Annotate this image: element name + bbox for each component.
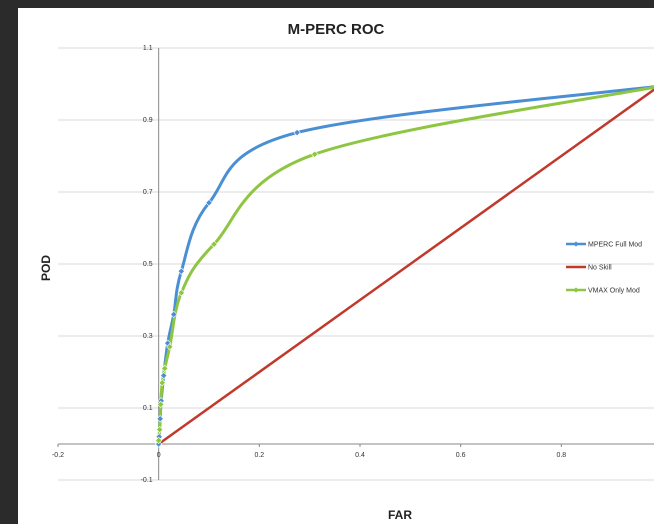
series-line-1 bbox=[157, 88, 654, 446]
y-axis-title: POD bbox=[39, 255, 53, 281]
data-point-marker bbox=[158, 379, 166, 387]
series-line-2 bbox=[157, 85, 654, 442]
legend-marker bbox=[573, 287, 579, 293]
y-tick-label: 0.7 bbox=[143, 189, 153, 196]
x-axis-title: FAR bbox=[388, 508, 412, 522]
y-tick-label: 0.9 bbox=[143, 117, 153, 124]
chart-panel bbox=[18, 8, 654, 524]
y-tick-label: 0.3 bbox=[143, 333, 153, 340]
y-tick-label: 0.1 bbox=[143, 405, 153, 412]
data-point-marker bbox=[210, 240, 218, 248]
x-tick-label: 0.2 bbox=[254, 452, 264, 459]
data-point-marker bbox=[177, 267, 185, 275]
data-point-marker bbox=[161, 364, 169, 373]
series-markers bbox=[155, 128, 319, 448]
data-point-marker bbox=[157, 400, 165, 409]
legend-label: MPERC Full Mod bbox=[588, 242, 642, 249]
legend-label: No Skill bbox=[588, 265, 612, 272]
tick-labels: -0.1 0.1 0.3 0.5 0.7 0.9 1.1 -0.2 0 0.2 0.4 0.6 0.8 bbox=[52, 45, 566, 484]
y-tick-label: 1.1 bbox=[143, 45, 153, 52]
data-point-marker bbox=[156, 415, 164, 423]
y-tick-label: -0.1 bbox=[141, 477, 153, 484]
x-tick-label: 0.8 bbox=[556, 452, 566, 459]
chart-title: M-PERC ROC bbox=[288, 21, 385, 38]
y-tick-label: 0.5 bbox=[143, 261, 153, 268]
x-tick-label: 0.6 bbox=[456, 452, 466, 459]
data-point-marker bbox=[177, 289, 185, 297]
data-point-marker bbox=[166, 343, 174, 351]
data-point-marker bbox=[205, 199, 213, 207]
data-point-marker bbox=[156, 425, 164, 434]
x-tick-label: 0 bbox=[157, 452, 161, 459]
data-point-marker bbox=[155, 436, 163, 445]
legend: MPERC Full Mod No Skill VMAX Only Mod bbox=[566, 241, 642, 295]
x-tick-label: 0.4 bbox=[355, 452, 365, 459]
data-point-marker bbox=[170, 310, 178, 319]
x-tick-label: -0.2 bbox=[52, 452, 64, 459]
legend-marker bbox=[573, 241, 579, 247]
data-point-marker bbox=[311, 150, 319, 158]
gridlines bbox=[58, 47, 654, 481]
legend-label: VMAX Only Mod bbox=[588, 288, 640, 295]
data-point-marker bbox=[293, 128, 301, 137]
data-point-marker bbox=[160, 371, 168, 380]
